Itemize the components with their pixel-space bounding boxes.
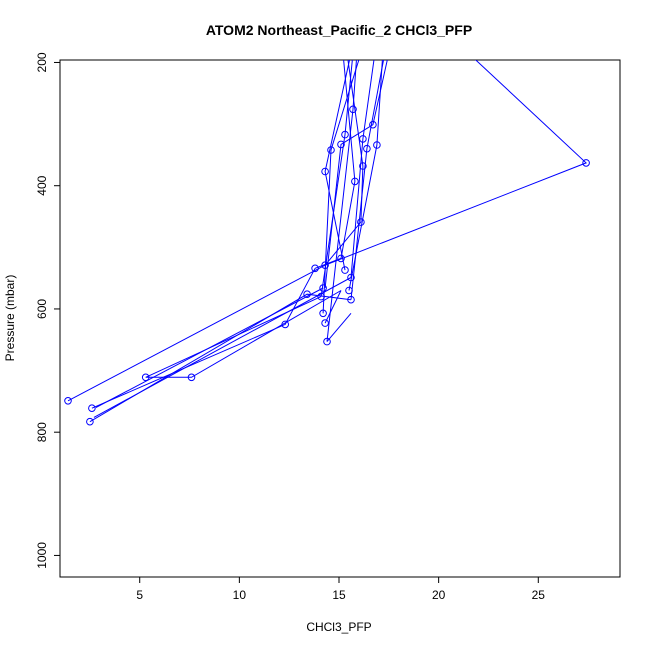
data-point bbox=[321, 261, 329, 270]
data-point bbox=[323, 337, 331, 346]
profile-line bbox=[91, 268, 316, 409]
data-point bbox=[321, 319, 329, 327]
data-point bbox=[317, 292, 325, 301]
data-point bbox=[359, 162, 367, 170]
data-point bbox=[88, 404, 96, 413]
x-tick-label: 5 bbox=[136, 588, 143, 602]
data-point bbox=[349, 105, 357, 114]
data-point bbox=[327, 146, 335, 154]
data-point bbox=[319, 309, 327, 318]
profile-line bbox=[67, 60, 588, 402]
data-point bbox=[337, 254, 345, 263]
x-tick-label: 25 bbox=[532, 588, 546, 602]
data-point bbox=[351, 177, 359, 186]
data-point bbox=[347, 295, 355, 304]
y-tick-label: 1000 bbox=[35, 542, 49, 569]
chart-title: ATOM2 Northeast_Pacific_2 CHCl3_PFP bbox=[206, 22, 472, 38]
data-point bbox=[373, 141, 381, 149]
plot-frame bbox=[59, 59, 621, 578]
data-point bbox=[187, 373, 196, 382]
data-point bbox=[303, 290, 311, 299]
profile-line bbox=[348, 60, 383, 291]
x-axis: 5 10 15 20 25 bbox=[136, 577, 545, 602]
x-tick-label: 15 bbox=[332, 588, 346, 602]
profile-line bbox=[145, 290, 342, 378]
data-point bbox=[281, 320, 290, 329]
profile-line bbox=[326, 312, 352, 342]
y-axis: 200 400 600 800 1000 bbox=[35, 52, 60, 569]
data-point bbox=[64, 397, 72, 405]
profile-line bbox=[93, 277, 352, 418]
x-axis-label: CHCl3_PFP bbox=[306, 620, 371, 634]
y-tick-label: 800 bbox=[35, 422, 49, 442]
data-point bbox=[337, 140, 345, 149]
profile-line bbox=[324, 60, 364, 266]
profile-line bbox=[350, 60, 375, 278]
profile-line bbox=[322, 60, 360, 314]
data-point bbox=[321, 167, 329, 176]
data-point bbox=[582, 159, 590, 167]
data-point bbox=[311, 264, 319, 273]
profile-line bbox=[89, 293, 352, 423]
profile-line bbox=[350, 60, 385, 300]
profile-line bbox=[324, 60, 351, 271]
data-point bbox=[86, 417, 94, 426]
data-point bbox=[347, 273, 355, 282]
data-point bbox=[141, 373, 150, 382]
data-point bbox=[357, 218, 365, 226]
data-point bbox=[341, 130, 349, 139]
data-point bbox=[369, 120, 377, 129]
data-point bbox=[341, 266, 349, 274]
points-layer bbox=[64, 105, 590, 426]
data-point bbox=[345, 286, 353, 295]
data-point bbox=[359, 135, 367, 143]
x-tick-label: 20 bbox=[432, 588, 446, 602]
y-tick-label: 200 bbox=[35, 52, 49, 72]
x-tick-label: 10 bbox=[233, 588, 247, 602]
profile-lines-layer bbox=[67, 60, 588, 423]
y-tick-label: 400 bbox=[35, 175, 49, 195]
data-point bbox=[319, 284, 327, 292]
y-tick-label: 600 bbox=[35, 299, 49, 319]
y-axis-label: Pressure (mbar) bbox=[3, 275, 17, 362]
profile-line bbox=[324, 290, 342, 324]
data-point bbox=[363, 144, 371, 153]
